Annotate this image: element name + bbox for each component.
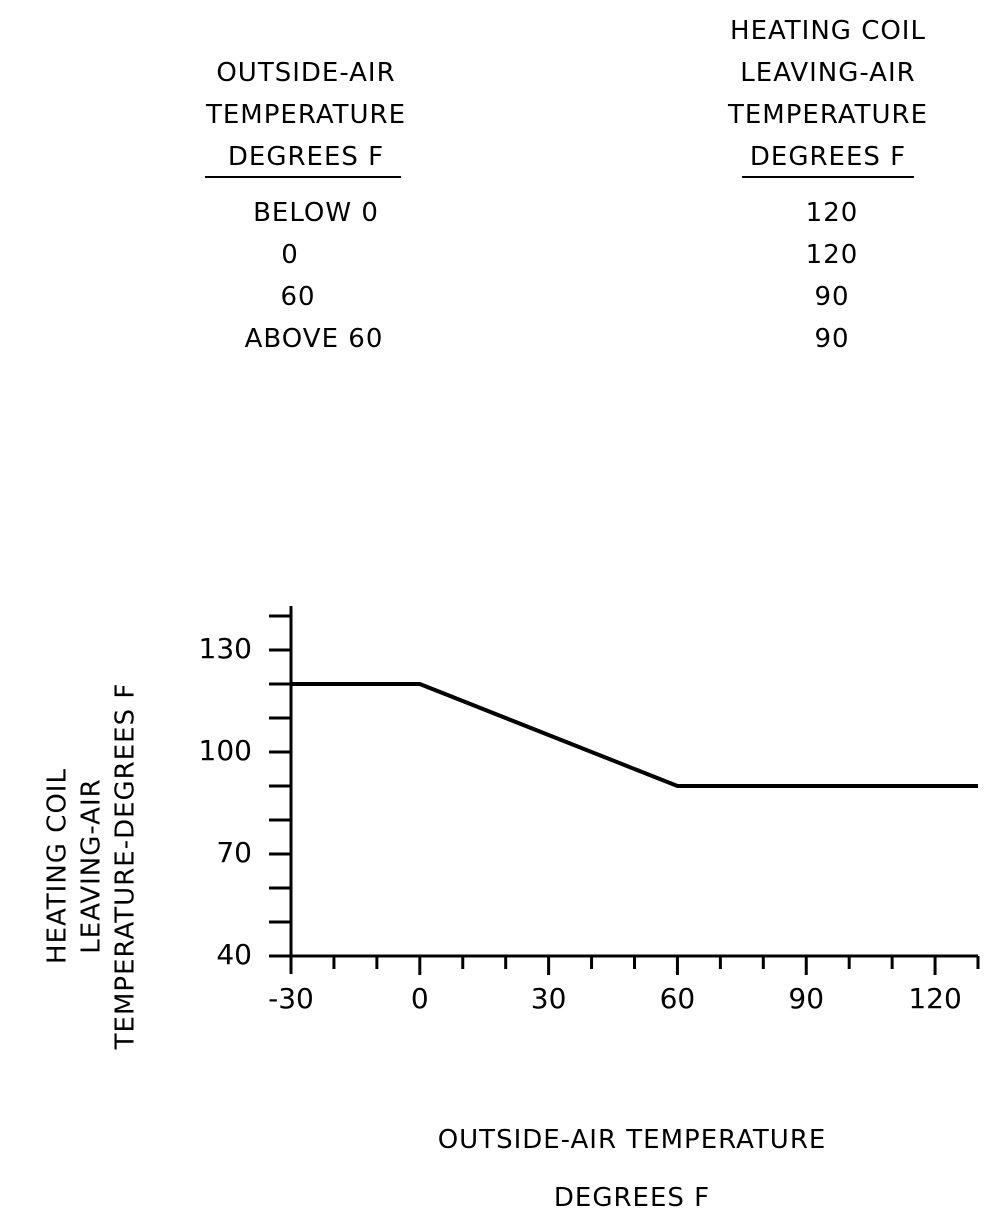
x-tick-label: 120 — [908, 982, 961, 1015]
lat-header-line-4: DEGREES F — [749, 142, 907, 172]
y-axis-title-line-2: LEAVING-AIR — [77, 778, 107, 953]
row-oat-value: 60 — [280, 282, 316, 312]
y-axis-title-line-1: HEATING COIL — [43, 768, 73, 964]
chart-ticks — [269, 614, 980, 975]
y-tick-label: 70 — [216, 836, 252, 869]
x-axis-title-line-1: OUTSIDE-AIR TEMPERATURE — [438, 1125, 827, 1155]
lat-header-line-1: HEATING COIL — [730, 16, 926, 46]
x-tick-label: 0 — [411, 982, 429, 1015]
oat-header-line-3: DEGREES F — [227, 142, 385, 172]
x-tick-label: 90 — [788, 982, 824, 1015]
row-lat-value: 90 — [814, 324, 850, 354]
oat-header-line-2: TEMPERATURE — [205, 100, 407, 130]
chart-series — [291, 682, 978, 788]
row-lat-value: 90 — [814, 282, 850, 312]
x-tick-label: 60 — [660, 982, 696, 1015]
row-oat-value: 0 — [281, 240, 299, 270]
row-oat-value: ABOVE 60 — [244, 324, 384, 354]
y-tick-label: 40 — [216, 938, 252, 971]
y-tick-label: 130 — [199, 632, 252, 665]
oat-header-underline — [205, 176, 401, 178]
y-axis-title-line-3: TEMPERATURE-DEGREES F — [111, 683, 141, 1051]
lat-header-line-2: LEAVING-AIR — [740, 58, 916, 88]
y-axis-title: HEATING COIL LEAVING-AIR TEMPERATURE-DEG… — [43, 683, 141, 1051]
chart-tick-labels: -30 0 30 60 90 120 40 70 100 130 — [199, 632, 962, 1015]
row-lat-value: 120 — [805, 198, 859, 228]
row-lat-value: 120 — [805, 240, 859, 270]
series-line — [291, 682, 978, 788]
lat-header-line-3: TEMPERATURE — [727, 100, 929, 130]
x-axis-title: OUTSIDE-AIR TEMPERATURE DEGREES F — [438, 1125, 827, 1213]
lat-header-underline — [742, 176, 914, 178]
x-tick-label: 30 — [531, 982, 567, 1015]
x-tick-label: -30 — [268, 982, 314, 1015]
oat-header-line-1: OUTSIDE-AIR — [216, 58, 396, 88]
row-oat-value: BELOW 0 — [253, 198, 379, 228]
y-tick-label: 100 — [199, 734, 252, 767]
chart-axes — [269, 606, 978, 974]
x-axis-title-line-2: DEGREES F — [554, 1183, 710, 1213]
